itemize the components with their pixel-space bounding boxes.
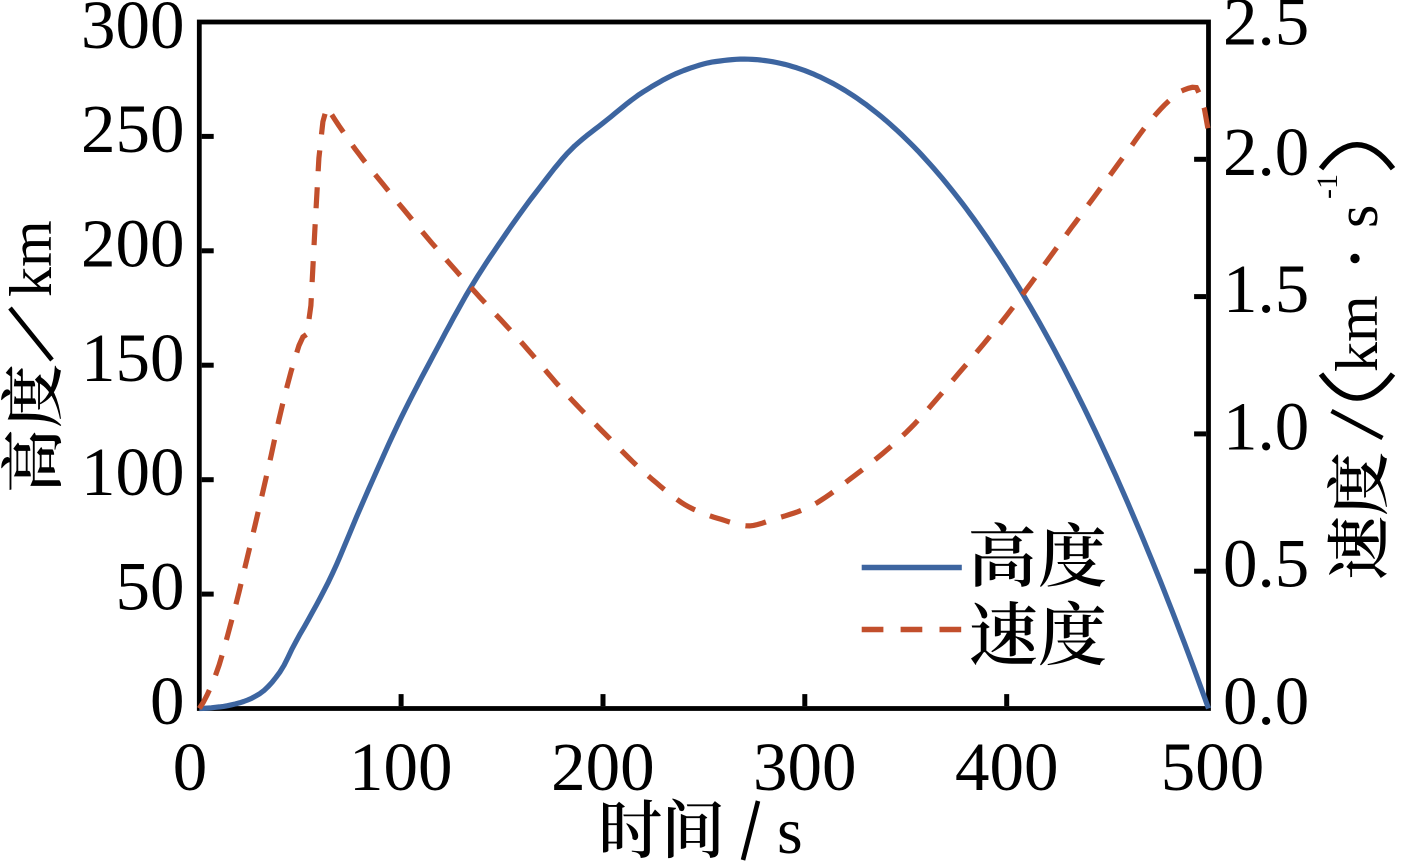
- svg-text:0.5: 0.5: [1223, 526, 1309, 602]
- svg-text:km: km: [0, 220, 64, 297]
- svg-text:400: 400: [955, 729, 1059, 805]
- svg-text:-1: -1: [1311, 174, 1344, 199]
- svg-text:50: 50: [116, 549, 185, 625]
- svg-text:200: 200: [551, 729, 655, 805]
- svg-text:0.0: 0.0: [1223, 663, 1309, 739]
- svg-text:s: s: [1324, 205, 1390, 228]
- svg-text:250: 250: [81, 91, 185, 167]
- svg-text:0: 0: [150, 663, 185, 739]
- svg-text:2.5: 2.5: [1223, 0, 1309, 60]
- svg-text:300: 300: [81, 0, 185, 63]
- svg-text:150: 150: [81, 320, 185, 396]
- svg-text:s: s: [777, 795, 803, 862]
- svg-text:100: 100: [349, 729, 453, 805]
- svg-text:0: 0: [173, 729, 208, 805]
- svg-text:100: 100: [81, 434, 185, 510]
- svg-text:300: 300: [753, 729, 857, 805]
- svg-text:2.0: 2.0: [1223, 114, 1309, 190]
- svg-text:200: 200: [81, 205, 185, 281]
- svg-text:1.5: 1.5: [1223, 251, 1309, 327]
- svg-text:500: 500: [1161, 729, 1265, 805]
- svg-text:km: km: [1324, 295, 1390, 372]
- svg-text:1.0: 1.0: [1223, 388, 1309, 464]
